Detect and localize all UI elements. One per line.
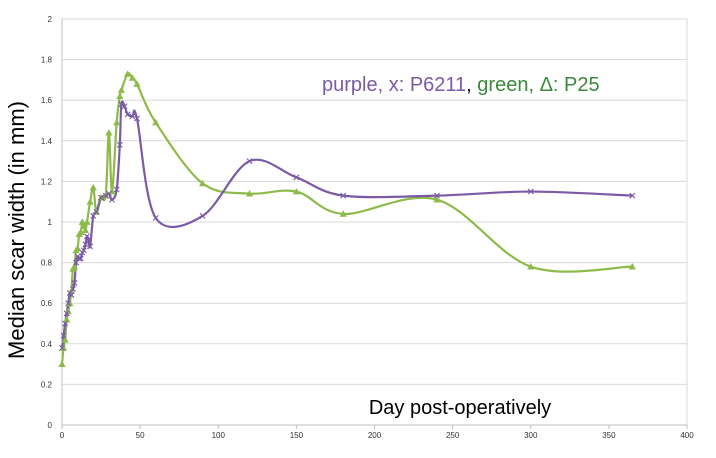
data-point-p6211 — [73, 259, 80, 266]
data-point-p6211 — [109, 196, 115, 203]
x-tick-label: 350 — [602, 431, 616, 440]
data-point-p6211 — [84, 233, 90, 240]
data-point-p25 — [527, 263, 535, 270]
data-point-p25 — [66, 299, 74, 307]
data-point-p25 — [59, 344, 68, 351]
axis-layer: 0 0.2 0.4 0.6 0.8 1 1.2 1.4 1.6 1.8 2 0 50 100 150 200 2… — [41, 15, 694, 440]
data-point-p25 — [113, 118, 121, 126]
data-point-p25 — [81, 226, 90, 233]
data-point-p25 — [339, 210, 347, 217]
data-point-p6211 — [105, 190, 112, 197]
data-point-p6211 — [85, 237, 92, 244]
data-point-p6211 — [82, 241, 89, 248]
data-point-p25 — [116, 92, 124, 100]
y-tick-label: 1.2 — [41, 177, 53, 186]
data-point-p25 — [245, 189, 254, 197]
data-point-p6211 — [65, 300, 72, 307]
y-tick-label: 1.8 — [41, 56, 53, 65]
x-tick-label: 50 — [136, 431, 145, 440]
data-point-p25 — [58, 360, 66, 367]
data-point-p25 — [292, 187, 300, 195]
data-point-p6211 — [80, 247, 87, 254]
y-tick-label: 1 — [48, 218, 53, 227]
y-tick-label: 0.2 — [41, 380, 53, 389]
data-point-p25 — [117, 86, 125, 93]
data-point-p6211 — [116, 141, 123, 148]
data-point-p6211 — [90, 212, 97, 219]
data-point-p6211 — [134, 115, 140, 122]
data-point-p6211 — [527, 188, 534, 195]
data-point-p6211 — [152, 214, 159, 221]
y-tick-label: 1.4 — [41, 137, 53, 146]
x-tick-label: 250 — [446, 431, 460, 440]
data-point-p25 — [133, 80, 141, 87]
data-point-p25 — [433, 196, 441, 203]
y-tick-label: 0.4 — [41, 340, 53, 349]
x-tick-label: 300 — [524, 431, 538, 440]
y-tick-label: 0 — [48, 421, 53, 430]
data-point-p6211 — [93, 208, 100, 215]
data-point-p25 — [152, 118, 160, 126]
x-tick-label: 200 — [368, 431, 382, 440]
data-point-p25 — [61, 336, 69, 343]
x-tick-label: 0 — [60, 431, 65, 440]
data-point-p6211 — [87, 243, 94, 250]
data-point-p6211 — [113, 186, 120, 193]
data-point-p25 — [89, 183, 97, 191]
data-point-p6211 — [68, 292, 75, 299]
legend-entry-p25: green, Δ: P25 — [477, 74, 599, 96]
y-axis-label: Median scar width (in mm) — [4, 101, 29, 359]
data-point-p6211 — [121, 103, 128, 110]
data-point-p6211 — [76, 255, 83, 262]
x-axis-label: Day post-operatively — [369, 397, 551, 419]
data-point-p25 — [83, 218, 91, 225]
data-point-p6211 — [98, 194, 105, 201]
data-point-p25 — [86, 198, 94, 205]
data-point-p6211 — [69, 286, 76, 292]
data-point-p6211 — [59, 344, 65, 351]
data-point-p6211 — [434, 192, 440, 199]
data-point-p6211 — [60, 332, 67, 339]
data-point-p6211 — [102, 192, 109, 199]
legend-entry-p6211: purple, x: P6211 — [322, 74, 466, 96]
data-point-p6211 — [124, 111, 131, 118]
data-point-p6211 — [77, 255, 84, 262]
y-tick-label: 2 — [48, 15, 53, 24]
data-point-p25 — [74, 244, 82, 252]
data-point-p6211 — [71, 279, 78, 286]
data-point-p25 — [63, 315, 71, 323]
x-tick-label: 150 — [290, 431, 304, 440]
data-point-p6211 — [129, 113, 136, 120]
data-point-p25 — [199, 179, 207, 187]
y-tick-label: 0.8 — [41, 259, 53, 268]
data-point-p6211 — [199, 212, 206, 219]
data-point-p6211 — [629, 192, 636, 199]
data-point-p25 — [105, 129, 113, 136]
data-point-p6211 — [118, 101, 125, 108]
data-point-p6211 — [62, 320, 69, 327]
y-tick-label: 1.6 — [41, 96, 53, 105]
legend-separator: , — [466, 74, 477, 96]
marker-layer — [58, 70, 636, 367]
data-point-p25 — [77, 228, 85, 236]
legend: purple, x: P6211, green, Δ: P25 — [322, 74, 600, 96]
data-point-p25 — [128, 74, 136, 81]
data-point-p6211 — [246, 158, 253, 165]
data-point-p25 — [70, 263, 79, 270]
data-point-p6211 — [293, 174, 300, 181]
data-point-p6211 — [63, 310, 70, 317]
y-tick-label: 0.6 — [41, 299, 53, 308]
data-point-p25 — [124, 70, 132, 77]
data-point-p6211 — [340, 192, 347, 199]
data-point-p25 — [628, 263, 636, 270]
x-tick-label: 400 — [680, 431, 694, 440]
x-tick-label: 100 — [212, 431, 226, 440]
